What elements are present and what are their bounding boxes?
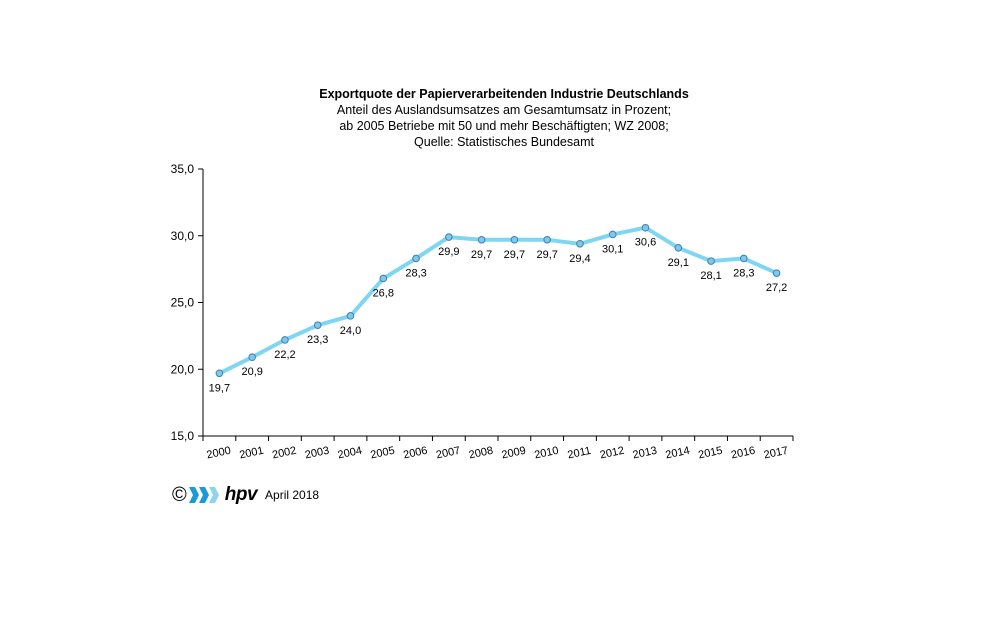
data-label: 27,2 — [766, 282, 787, 294]
y-tick-label: 35,0 — [171, 162, 195, 176]
data-label: 29,7 — [536, 249, 557, 261]
y-tick-label: 15,0 — [171, 429, 195, 443]
chart-title: Exportquote der Papierverarbeitenden Ind… — [319, 87, 689, 101]
x-tick-label: 2009 — [501, 445, 527, 462]
x-tick-label: 2002 — [271, 445, 297, 462]
data-label: 26,8 — [373, 287, 394, 299]
data-point — [412, 254, 420, 263]
data-point — [674, 243, 683, 252]
x-tick-label: 2015 — [697, 445, 723, 462]
data-point — [215, 369, 224, 378]
x-tick-label: 2000 — [206, 445, 232, 462]
data-point — [510, 235, 519, 244]
y-tick-label: 20,0 — [171, 362, 195, 376]
x-tick-label: 2011 — [567, 445, 593, 462]
data-point — [772, 269, 781, 277]
chart-subtitle-2: ab 2005 Betriebe mit 50 und mehr Beschäf… — [339, 119, 669, 133]
data-label: 30,1 — [602, 243, 623, 255]
data-label: 23,3 — [307, 334, 328, 346]
data-point — [281, 336, 289, 344]
x-tick-label: 2007 — [435, 445, 461, 462]
x-tick-label: 2006 — [402, 445, 428, 462]
x-tick-label: 2017 — [763, 445, 789, 462]
data-point — [641, 223, 650, 232]
data-label: 24,0 — [340, 325, 361, 337]
data-point — [248, 353, 256, 362]
x-tick-label: 2014 — [664, 445, 690, 462]
data-label: 29,9 — [438, 246, 459, 258]
x-tick-label: 2005 — [369, 445, 395, 462]
chart-subtitle-1: Anteil des Auslandsumsatzes am Gesamtums… — [336, 103, 672, 117]
data-label: 20,9 — [241, 366, 262, 378]
data-point — [543, 235, 551, 244]
x-tick-label: 2012 — [599, 445, 625, 462]
data-label: 29,7 — [504, 249, 525, 261]
data-point — [346, 312, 355, 320]
data-label: 28,3 — [405, 267, 426, 279]
chart-source: Quelle: Statistisches Bundesamt — [414, 135, 594, 149]
data-point — [707, 257, 715, 265]
hpv-chevron-logo-icon — [188, 487, 219, 503]
data-point — [445, 233, 453, 241]
x-tick-label: 2003 — [304, 445, 330, 462]
data-label: 28,3 — [733, 267, 754, 279]
data-point — [740, 254, 748, 263]
x-tick-label: 2016 — [730, 445, 756, 462]
data-label: 22,2 — [274, 349, 295, 361]
data-label: 28,1 — [700, 270, 721, 282]
brand-logo-text: hpv — [224, 484, 258, 505]
data-point — [477, 235, 486, 244]
data-label: 19,7 — [209, 382, 230, 394]
series-line — [217, 225, 779, 376]
footer-date: April 2018 — [265, 488, 320, 502]
x-tick-label: 2010 — [533, 445, 559, 462]
data-point — [379, 274, 388, 283]
data-label: 29,7 — [471, 249, 492, 261]
x-tick-label: 2013 — [632, 445, 658, 462]
x-tick-label: 2004 — [337, 445, 363, 462]
data-label: 29,1 — [668, 257, 689, 269]
copyright-symbol: © — [172, 484, 187, 506]
chart-titles: Exportquote der Papierverarbeitenden Ind… — [0, 86, 1008, 150]
y-tick-label: 25,0 — [171, 296, 195, 310]
y-tick-label: 30,0 — [171, 229, 195, 243]
data-label: 30,6 — [635, 237, 656, 249]
x-tick-label: 2008 — [468, 445, 494, 462]
x-tick-label: 2001 — [238, 445, 264, 462]
data-point — [576, 239, 584, 248]
data-point — [608, 230, 617, 239]
data-point — [313, 321, 322, 329]
footer: © hpv April 2018 — [172, 484, 319, 506]
data-label: 29,4 — [569, 253, 590, 265]
